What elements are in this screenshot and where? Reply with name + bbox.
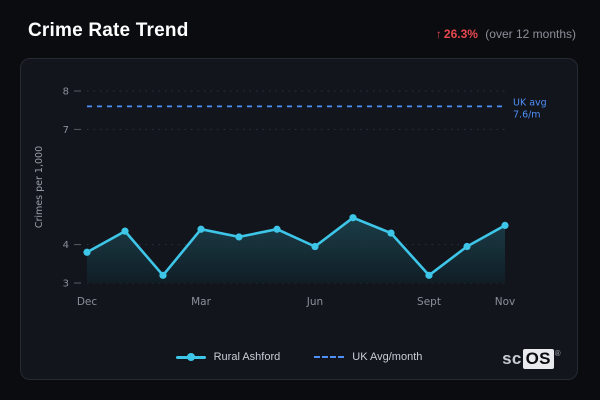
data-point-Apr <box>235 233 243 241</box>
dot-icon <box>186 353 195 361</box>
xtick-label-Sept: Sept <box>417 296 441 308</box>
series-line <box>85 216 507 277</box>
data-point-Jun <box>311 242 319 251</box>
legend-item-uk-avg[interactable]: UK Avg/month <box>314 351 422 363</box>
xtick-label-Nov: Nov <box>495 296 516 308</box>
data-point-May <box>273 225 281 233</box>
xtick-label-Dec: Dec <box>77 296 98 308</box>
series-area-fill <box>87 217 505 283</box>
uk-avg-label: UK avg 7.6/m <box>513 97 547 120</box>
xtick-label-Jun: Jun <box>306 296 323 308</box>
legend-label-rural-ashford: Rural Ashford <box>213 351 281 363</box>
data-point-Nov <box>501 221 509 229</box>
data-point-Aug <box>387 229 395 237</box>
y-axis-title: Crimes per 1,000 <box>34 146 45 228</box>
dashed-line-swatch-icon <box>314 356 345 358</box>
legend-label-uk-avg: UK Avg/month <box>352 351 423 363</box>
trend-up-arrow-icon: ↑ <box>435 27 442 41</box>
page-title: Crime Rate Trend <box>28 20 189 41</box>
logo-suffix: OS <box>522 349 554 369</box>
trend-note: (over 12 months) <box>485 27 576 41</box>
chart-card: 3 4 7 8 UK avg 7.6/m Dec Mar Jun Sept Nov Crimes pe… <box>20 58 578 380</box>
scos-logo: sc OS ® <box>502 349 561 369</box>
trend-value: 26.3% <box>443 27 478 41</box>
legend-item-rural-ashford[interactable]: Rural Ashford <box>175 351 281 363</box>
data-point-Jan <box>121 227 129 235</box>
data-point-Sept <box>425 271 433 279</box>
header: Crime Rate Trend ↑ 26.3% (over 12 months) <box>0 0 600 58</box>
crime-trend-chart: 3 4 7 8 UK avg 7.6/m Dec Mar Jun Sept Nov Crimes pe… <box>34 87 547 309</box>
data-point-Mar <box>197 225 205 233</box>
ytick-label-3: 3 <box>63 279 69 290</box>
registered-mark: ® <box>554 349 561 358</box>
data-point-Dec <box>83 248 91 256</box>
xtick-label-Mar: Mar <box>191 296 211 308</box>
logo-prefix: sc <box>502 349 522 368</box>
data-point-Feb <box>159 271 167 279</box>
line-swatch-icon <box>175 353 206 361</box>
chart-legend: Rural Ashford UK Avg/month <box>21 351 577 363</box>
ytick-label-4: 4 <box>63 240 69 251</box>
data-point-Jul <box>349 214 357 222</box>
ytick-label-8: 8 <box>63 87 69 98</box>
trend-stat: ↑ 26.3% (over 12 months) <box>436 27 576 41</box>
data-point-Oct <box>463 242 471 251</box>
ytick-label-7: 7 <box>63 125 69 136</box>
